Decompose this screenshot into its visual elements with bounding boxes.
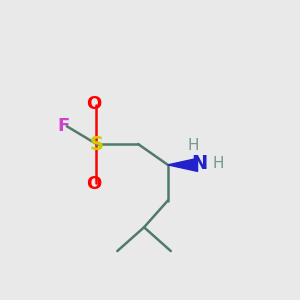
Text: F: F — [58, 117, 70, 135]
Polygon shape — [168, 158, 198, 171]
Text: S: S — [89, 135, 103, 154]
Text: H: H — [187, 138, 199, 153]
Text: N: N — [191, 154, 207, 173]
Text: O: O — [86, 175, 101, 193]
Text: O: O — [86, 95, 101, 113]
Text: H: H — [213, 156, 224, 171]
